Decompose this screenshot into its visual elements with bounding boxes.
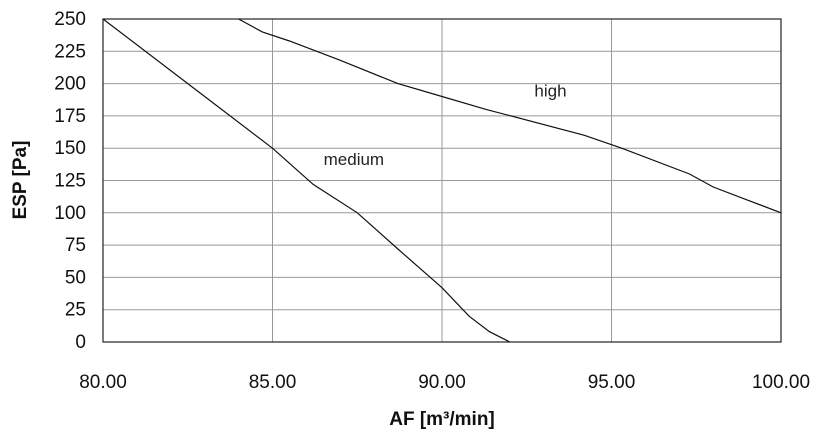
- x-tick-label: 80.00: [79, 372, 127, 393]
- series-label-high: high: [534, 82, 566, 101]
- x-tick-label: 95.00: [588, 372, 636, 393]
- y-tick-label: 200: [54, 74, 86, 95]
- x-tick-labels: 80.00 85.00 90.00 95.00 100.00: [79, 372, 810, 393]
- plot-frame: [102, 18, 782, 343]
- series-line-medium: [102, 18, 511, 343]
- y-tick-label: 50: [65, 267, 86, 288]
- x-tick-label: 100.00: [752, 372, 810, 393]
- y-tick-label: 225: [54, 41, 86, 62]
- y-tick-label: 125: [54, 171, 86, 192]
- series-label-medium: medium: [324, 150, 384, 169]
- y-tick-label: 150: [54, 138, 86, 159]
- series-line-high: [238, 18, 782, 214]
- y-tick-label: 0: [75, 332, 86, 353]
- y-axis-title: ESP [Pa]: [10, 141, 31, 220]
- y-tick-label: 250: [54, 9, 86, 30]
- x-axis-title: AF [m³/min]: [389, 409, 495, 430]
- x-tick-label: 85.00: [249, 372, 297, 393]
- y-tick-label: 175: [54, 106, 86, 127]
- x-tick-label: 90.00: [418, 372, 466, 393]
- y-tick-label: 75: [65, 235, 86, 256]
- y-tick-labels: 0 25 50 75 100 125 150 175 200 225 250: [54, 9, 86, 353]
- series-lines: [102, 18, 782, 343]
- y-tick-label: 100: [54, 203, 86, 224]
- series-labels: medium high: [324, 82, 567, 169]
- y-tick-label: 25: [65, 300, 86, 321]
- grid: [102, 18, 782, 343]
